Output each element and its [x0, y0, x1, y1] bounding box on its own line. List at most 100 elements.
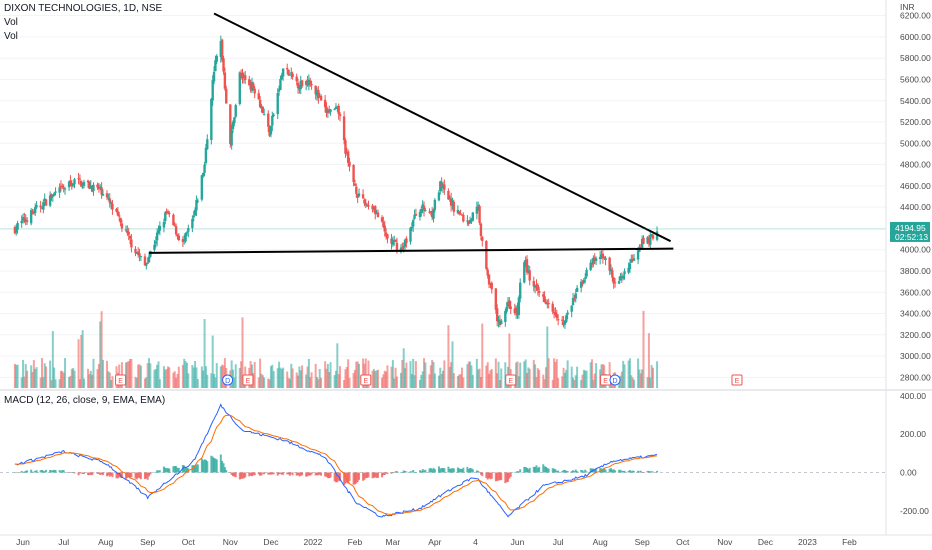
macd-histogram-bar: [307, 472, 310, 476]
volume-bar: [622, 360, 625, 388]
macd-title[interactable]: MACD (12, 26, close, 9, EMA, EMA): [4, 395, 166, 406]
volume-bar: [374, 371, 377, 388]
macd-tick-label: 0.00: [900, 468, 917, 478]
volume-bar: [344, 369, 347, 388]
volume-bar: [127, 361, 130, 388]
volume-bar: [101, 359, 104, 388]
volume-label[interactable]: Vol: [4, 17, 18, 28]
price-tick-label: 3600.00: [900, 287, 931, 297]
macd-histogram-bar: [54, 469, 57, 473]
candle-body: [16, 223, 19, 230]
macd-histogram-bar: [299, 472, 302, 476]
volume-bar: [267, 378, 270, 388]
macd-histogram-bar: [614, 470, 617, 473]
volume-bar: [214, 377, 217, 388]
candle-body: [452, 201, 456, 212]
macd-histogram-bar: [51, 470, 54, 473]
volume-bar: [211, 335, 214, 388]
candle-body: [296, 82, 300, 89]
candle-body: [136, 251, 140, 255]
candle-body: [500, 320, 503, 325]
volume-bars: [13, 310, 659, 388]
price-tick-label: 4800.00: [900, 160, 931, 170]
candle-body: [168, 212, 171, 214]
candle-body: [537, 290, 541, 293]
macd-histogram-bar: [328, 472, 331, 479]
macd-histogram-bar: [314, 472, 317, 476]
macd-histogram-bar: [59, 471, 62, 473]
grid-lines: [0, 15, 886, 378]
volume-bar: [278, 361, 281, 388]
volume-bar: [192, 367, 195, 388]
volume-bar: [261, 375, 264, 388]
volume-bar: [336, 343, 339, 388]
macd-histogram-bar: [367, 472, 370, 478]
volume-bar: [206, 374, 209, 388]
volume-bar: [16, 364, 19, 388]
volume-bar: [631, 377, 634, 388]
candle-body: [556, 319, 560, 321]
macd-histogram-bar: [329, 472, 332, 478]
candle-body: [51, 194, 55, 197]
macd-histogram-bar: [420, 471, 423, 473]
volume-bar: [166, 366, 169, 388]
candle-body: [449, 198, 453, 206]
candle-body: [54, 191, 57, 193]
volume-bar: [447, 325, 450, 388]
volume-bar: [145, 377, 148, 388]
volume-bar: [34, 368, 37, 388]
macd-histogram-bar: [100, 472, 103, 475]
macd-pane: [0, 389, 932, 518]
symbol-title[interactable]: DIXON TECHNOLOGIES, 1D, NSE: [4, 3, 163, 14]
candle-body: [527, 270, 530, 273]
time-tick-label: Sep: [635, 537, 650, 547]
candle-body: [271, 115, 274, 126]
time-tick-label: Jun: [511, 537, 525, 547]
candle-body: [88, 182, 91, 189]
macd-histogram-bar: [528, 467, 531, 473]
macd-histogram-bar: [269, 472, 272, 475]
volume-bar: [49, 360, 52, 388]
macd-histogram-bar: [111, 472, 114, 478]
volume-label-secondary[interactable]: Vol: [4, 31, 18, 42]
candle-body: [420, 208, 423, 213]
candle-body: [440, 182, 443, 187]
volume-bar: [72, 368, 75, 388]
volume-bar: [184, 361, 187, 388]
volume-bar: [82, 378, 85, 388]
volume-bar: [91, 374, 94, 388]
candle-body: [542, 294, 545, 297]
volume-bar: [221, 364, 224, 388]
volume-bar: [538, 370, 541, 388]
candle-body: [231, 121, 235, 130]
macd-histogram-bar: [32, 471, 35, 473]
candle-body: [291, 73, 294, 77]
candle-body: [649, 235, 652, 245]
volume-bar: [497, 361, 500, 388]
macd-histogram-bar: [551, 468, 554, 473]
macd-histogram-bar: [263, 472, 266, 475]
macd-histogram-bar: [291, 472, 294, 476]
candle-body: [73, 179, 76, 185]
macd-histogram-bar: [279, 472, 282, 474]
volume-bar: [401, 359, 404, 388]
candle-body: [97, 186, 101, 189]
volume-bar: [362, 358, 365, 388]
candle-body: [115, 208, 118, 212]
macd-histogram-bar: [546, 468, 549, 473]
candle-body: [329, 109, 332, 112]
macd-histogram-bar: [536, 467, 539, 473]
candle-body: [617, 281, 621, 284]
candle-body: [249, 83, 252, 90]
macd-histogram-bar: [509, 472, 512, 477]
macd-histogram-bar: [344, 472, 347, 484]
volume-bar: [87, 368, 90, 388]
candle-body: [390, 238, 393, 244]
volume-bar: [418, 379, 421, 388]
volume-bar: [420, 374, 423, 388]
price-tick-label: 5200.00: [900, 117, 931, 127]
last-price-value: 4194.95: [895, 223, 926, 233]
volume-bar: [326, 363, 329, 388]
